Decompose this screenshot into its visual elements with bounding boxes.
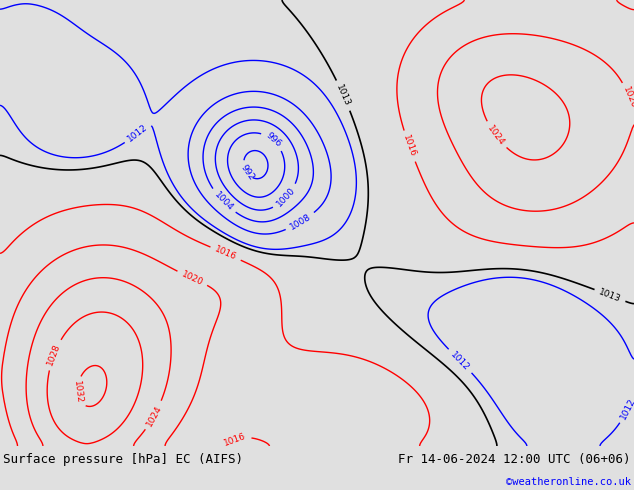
- Text: 1020: 1020: [180, 270, 205, 287]
- Text: 1032: 1032: [72, 380, 84, 404]
- Text: 1016: 1016: [213, 245, 238, 262]
- Text: 996: 996: [264, 131, 283, 149]
- Text: 1000: 1000: [275, 186, 297, 209]
- Text: 1024: 1024: [145, 403, 164, 428]
- Text: 1004: 1004: [212, 190, 235, 213]
- Text: 1012: 1012: [618, 396, 634, 420]
- Text: 1016: 1016: [223, 431, 247, 447]
- Text: 1016: 1016: [401, 134, 418, 159]
- Text: 1024: 1024: [486, 123, 506, 147]
- Text: 1020: 1020: [621, 86, 634, 110]
- Text: 992: 992: [238, 164, 256, 183]
- Text: Surface pressure [hPa] EC (AIFS): Surface pressure [hPa] EC (AIFS): [3, 453, 243, 466]
- Text: Fr 14-06-2024 12:00 UTC (06+06): Fr 14-06-2024 12:00 UTC (06+06): [398, 453, 631, 466]
- Text: 1012: 1012: [126, 122, 150, 143]
- Text: ©weatheronline.co.uk: ©weatheronline.co.uk: [506, 477, 631, 487]
- Text: 1013: 1013: [598, 287, 623, 304]
- Text: 1028: 1028: [46, 343, 62, 367]
- Text: 1012: 1012: [449, 350, 472, 372]
- Text: 1008: 1008: [288, 212, 313, 232]
- Text: 1013: 1013: [335, 83, 352, 108]
